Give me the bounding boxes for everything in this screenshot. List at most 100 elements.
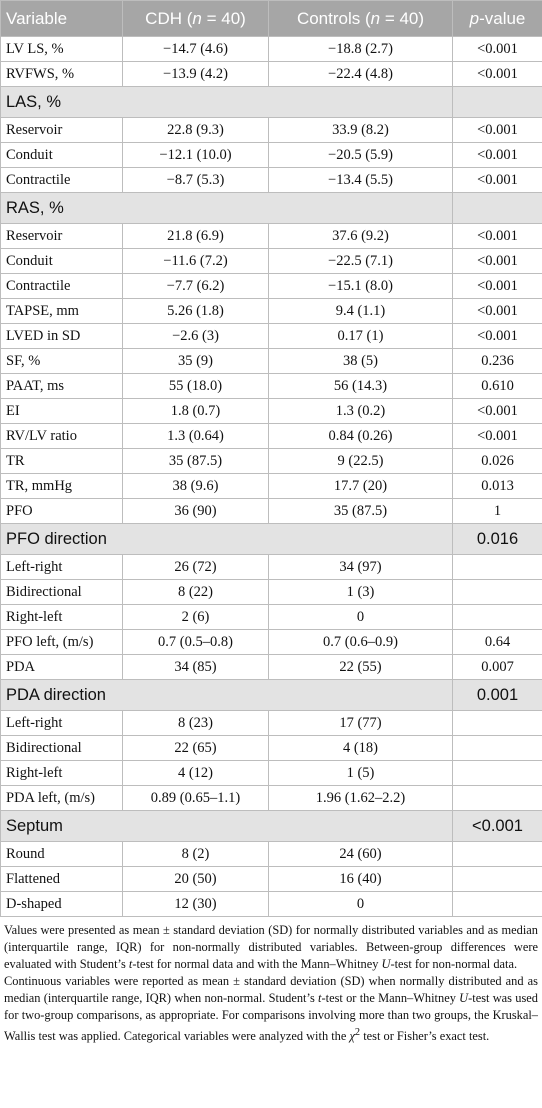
header-cell: p-value	[452, 0, 542, 37]
table-cell	[452, 710, 542, 736]
table-cell: 38 (9.6)	[122, 473, 269, 499]
table-cell: 2 (6)	[122, 604, 269, 630]
table-cell: 8 (22)	[122, 579, 269, 605]
table-cell: 0.17 (1)	[268, 323, 453, 349]
table-cell: 35 (87.5)	[268, 498, 453, 524]
table-cell: Contractile	[0, 273, 123, 299]
table-cell: <0.001	[452, 61, 542, 87]
table-cell: 12 (30)	[122, 891, 269, 917]
table-cell: Conduit	[0, 248, 123, 274]
table-cell: 8 (23)	[122, 710, 269, 736]
table-cell: LV LS, %	[0, 36, 123, 62]
table-row: Conduit −12.1 (10.0) −20.5 (5.9) <0.001	[0, 142, 542, 168]
table-cell: 17 (77)	[268, 710, 453, 736]
table-cell: 22 (55)	[268, 654, 453, 680]
table-cell	[452, 760, 542, 786]
table-cell: 0.007	[452, 654, 542, 680]
table-cell: <0.001	[452, 423, 542, 449]
table-row: TAPSE, mm 5.26 (1.8) 9.4 (1.1) <0.001	[0, 298, 542, 324]
table-cell: 24 (60)	[268, 841, 453, 867]
table-cell: 33.9 (8.2)	[268, 117, 453, 143]
section-p-value: 0.001	[452, 679, 542, 711]
section-row: PFO direction 0.016	[0, 523, 542, 555]
text: Values were presented as mean ± standard…	[4, 923, 538, 971]
footnote: Values were presented as mean ± standard…	[4, 922, 538, 973]
table-row: Contractile −8.7 (5.3) −13.4 (5.5) <0.001	[0, 167, 542, 193]
footnotes: Values were presented as mean ± standard…	[0, 917, 542, 1045]
table-cell: TR, mmHg	[0, 473, 123, 499]
text: Controls (	[296, 8, 371, 28]
table-cell: 0.013	[452, 473, 542, 499]
header-cell: CDH (n = 40)	[122, 0, 269, 37]
table-row: RVFWS, % −13.9 (4.2) −22.4 (4.8) <0.001	[0, 61, 542, 87]
superscript: 2	[354, 1027, 361, 1038]
table-cell: −11.6 (7.2)	[122, 248, 269, 274]
table-body: LV LS, % −14.7 (4.6) −18.8 (2.7) <0.001 RVFW…	[0, 36, 542, 917]
table-row: Round 8 (2) 24 (60)	[0, 841, 542, 867]
table-cell: 0.64	[452, 629, 542, 655]
table-cell: 4 (18)	[268, 735, 453, 761]
table-cell: 1.3 (0.64)	[122, 423, 269, 449]
table-cell: 0.7 (0.6–0.9)	[268, 629, 453, 655]
table-cell: Round	[0, 841, 123, 867]
table-cell: <0.001	[452, 117, 542, 143]
table-row: SF, % 35 (9) 38 (5) 0.236	[0, 348, 542, 374]
header-cell: Controls (n = 40)	[268, 0, 453, 37]
table-cell: Flattened	[0, 866, 123, 892]
table-cell: Contractile	[0, 167, 123, 193]
text: -value	[479, 8, 526, 28]
table-cell: 34 (85)	[122, 654, 269, 680]
table-cell: PFO left, (m/s)	[0, 629, 123, 655]
table-cell: PAAT, ms	[0, 373, 123, 399]
table-cell: 5.26 (1.8)	[122, 298, 269, 324]
italic-text: n	[192, 8, 202, 28]
italic-text: p	[469, 8, 480, 28]
table-row: EI 1.8 (0.7) 1.3 (0.2) <0.001	[0, 398, 542, 424]
table-cell: Conduit	[0, 142, 123, 168]
table-cell: 22 (65)	[122, 735, 269, 761]
table-cell: PFO	[0, 498, 123, 524]
table-cell: 0.236	[452, 348, 542, 374]
table-cell: −13.4 (5.5)	[268, 167, 453, 193]
table-cell	[452, 891, 542, 917]
table-cell: 20 (50)	[122, 866, 269, 892]
table-cell: <0.001	[452, 298, 542, 324]
table-cell: 35 (9)	[122, 348, 269, 374]
italic-text: U	[381, 957, 391, 971]
table-row: Right-left 2 (6) 0	[0, 604, 542, 630]
table-row: RV/LV ratio 1.3 (0.64) 0.84 (0.26) <0.001	[0, 423, 542, 449]
header-cell: Variable	[0, 0, 123, 37]
table-cell: −12.1 (10.0)	[122, 142, 269, 168]
table-row: LV LS, % −14.7 (4.6) −18.8 (2.7) <0.001	[0, 36, 542, 62]
table-cell: D-shaped	[0, 891, 123, 917]
table-cell: RV/LV ratio	[0, 423, 123, 449]
table-cell: Bidirectional	[0, 579, 123, 605]
header-row: Variable CDH (n = 40) Controls (n = 40) p-v…	[0, 0, 542, 37]
section-label: RAS, %	[0, 192, 453, 224]
table-cell: 26 (72)	[122, 554, 269, 580]
table-cell: 0.7 (0.5–0.8)	[122, 629, 269, 655]
text: -test was used for two-group comparisons…	[4, 991, 538, 1044]
table-row: Bidirectional 22 (65) 4 (18)	[0, 735, 542, 761]
table-row: PAAT, ms 55 (18.0) 56 (14.3) 0.610	[0, 373, 542, 399]
text: -test or the Mann–Whitney	[321, 991, 460, 1005]
table-cell: LVED in SD	[0, 323, 123, 349]
table-cell: EI	[0, 398, 123, 424]
table-cell: 56 (14.3)	[268, 373, 453, 399]
italic-text: χ	[349, 1029, 355, 1044]
table-row: PFO left, (m/s) 0.7 (0.5–0.8) 0.7 (0.6–0.9…	[0, 629, 542, 655]
table-cell: <0.001	[452, 323, 542, 349]
table-row: PDA left, (m/s) 0.89 (0.65–1.1) 1.96 (1.62…	[0, 785, 542, 811]
table-cell: 1.8 (0.7)	[122, 398, 269, 424]
table-cell: <0.001	[452, 273, 542, 299]
table-cell: −13.9 (4.2)	[122, 61, 269, 87]
table-row: Bidirectional 8 (22) 1 (3)	[0, 579, 542, 605]
text: Variable	[6, 8, 68, 28]
table-cell: 0	[268, 604, 453, 630]
table-cell	[452, 735, 542, 761]
table-row: Conduit −11.6 (7.2) −22.5 (7.1) <0.001	[0, 248, 542, 274]
table-cell: RVFWS, %	[0, 61, 123, 87]
italic-text: t	[318, 991, 322, 1005]
table-cell	[452, 579, 542, 605]
table-cell: 36 (90)	[122, 498, 269, 524]
